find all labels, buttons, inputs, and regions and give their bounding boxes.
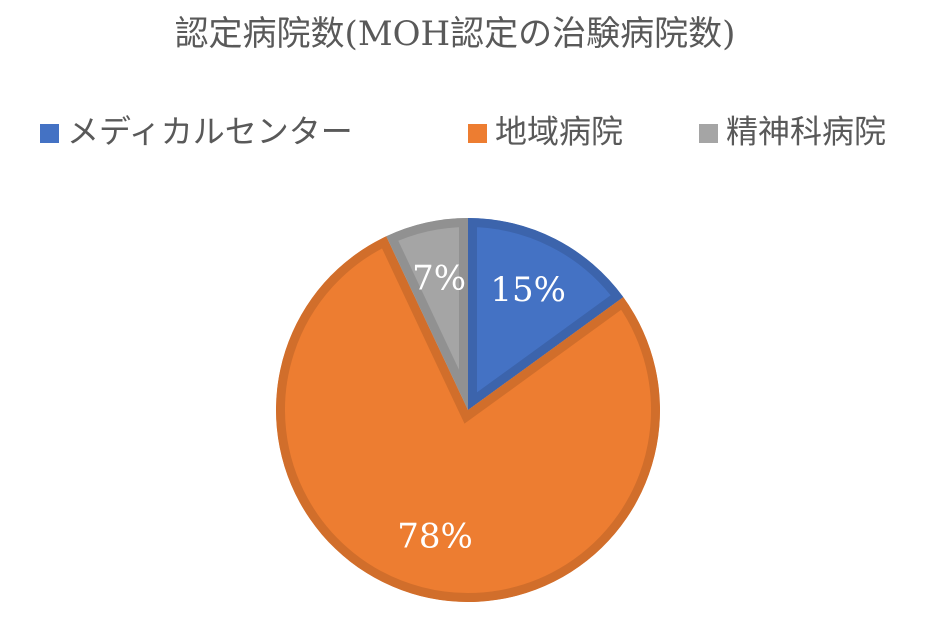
legend-label: 地域病院 xyxy=(495,113,623,151)
legend-swatch xyxy=(40,124,59,143)
legend-label: 精神科病院 xyxy=(726,113,886,151)
data-label: 7% xyxy=(412,259,466,299)
legend-label: メディカルセンター xyxy=(67,113,353,151)
pie-slice xyxy=(275,236,660,603)
chart-title: 認定病院数(MOH認定の治験病院数) xyxy=(175,14,736,54)
data-label: 15% xyxy=(490,270,566,310)
legend-swatch xyxy=(468,124,487,143)
data-label: 78% xyxy=(397,516,473,556)
pie-slice xyxy=(468,218,624,410)
legend-swatch xyxy=(699,124,718,143)
